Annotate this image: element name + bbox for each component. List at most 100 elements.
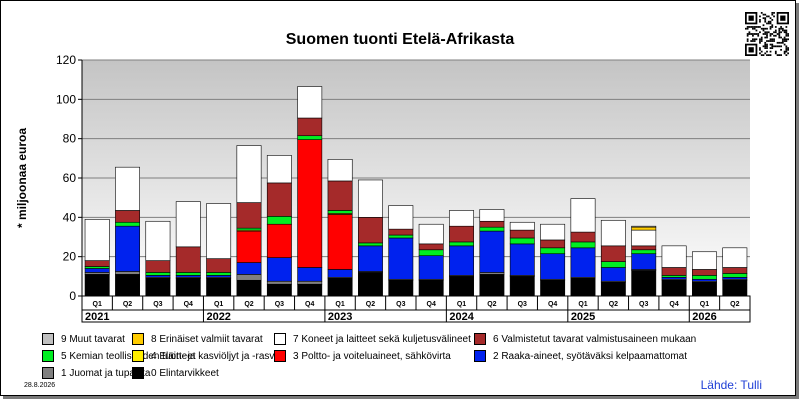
legend-swatch <box>132 350 144 362</box>
legend-item: 1 Juomat ja tupakka <box>42 367 151 379</box>
bar-segment <box>266 182 292 217</box>
year-band <box>81 309 751 323</box>
bar-segment <box>631 249 657 255</box>
bar-segment <box>266 155 292 184</box>
year-label: 2026 <box>692 311 716 323</box>
bar-segment <box>449 210 474 227</box>
bar-segment <box>266 216 292 225</box>
x-tick-label: Q1 <box>457 301 466 308</box>
legend-swatch <box>274 333 286 345</box>
legend-item: 8 Erinäiset valmiit tavarat <box>132 333 263 345</box>
bar-segment <box>145 260 171 273</box>
bar-segment <box>692 281 717 297</box>
bar-segment <box>206 258 232 273</box>
legend-item: 4 Eläin- ja kasviöljyt ja -rasvat <box>132 350 283 362</box>
x-tick-label: Q1 <box>214 301 223 308</box>
x-tick-label: Q3 <box>518 301 527 308</box>
x-tick-label: Q3 <box>275 301 284 308</box>
legend-item: 7 Koneet ja laitteet sekä kuljetusväline… <box>274 333 471 345</box>
bar-segment <box>236 262 262 275</box>
bar-segment <box>479 274 505 297</box>
x-tick-label: Q2 <box>487 301 496 308</box>
bar-segment <box>631 225 657 228</box>
bar-segment <box>145 277 171 297</box>
bar-segment <box>266 223 292 258</box>
legend-item: 9 Muut tavarat <box>42 333 125 345</box>
bar-segment <box>600 281 626 297</box>
bar-segment <box>570 241 596 249</box>
bar-segment <box>631 270 657 297</box>
bar-segment <box>388 228 414 236</box>
bar-segment <box>358 245 383 272</box>
y-axis-label: * miljoonaa euroa <box>15 127 29 229</box>
bar-segment <box>388 237 414 280</box>
bar-segment <box>297 86 323 119</box>
bar-segment <box>661 245 687 268</box>
bar-segment <box>297 283 323 297</box>
year-label: 2025 <box>571 311 595 323</box>
chart-legend: 9 Muut tavarat 8 Erinäiset valmiit tavara… <box>42 333 762 383</box>
bar-segment <box>540 279 566 297</box>
bar-segment <box>479 220 505 228</box>
legend-label: 8 Erinäiset valmiit tavarat <box>151 333 263 345</box>
legend-swatch <box>42 367 54 379</box>
bar-segment <box>540 223 566 241</box>
x-tick-label: Q4 <box>669 301 678 308</box>
qr-code-icon <box>745 12 789 56</box>
legend-label: 3 Poltto- ja voiteluaineet, sähkövirta <box>293 350 451 362</box>
bar-segment <box>692 251 717 270</box>
bar-segment <box>418 255 444 280</box>
bar-segment <box>418 223 444 245</box>
year-label: 2023 <box>328 311 352 323</box>
bar-segment <box>358 272 383 297</box>
bar-segment <box>236 279 262 297</box>
bar-segment <box>236 230 262 263</box>
bar-segment <box>722 273 748 278</box>
y-tick-label: 60 <box>63 171 77 185</box>
y-tick-label: 40 <box>63 210 77 224</box>
x-tick-label: Q4 <box>305 301 314 308</box>
bar-segment <box>236 274 262 281</box>
x-tick-label: Q1 <box>93 301 102 308</box>
bar-segment <box>327 210 353 214</box>
legend-swatch <box>42 350 54 362</box>
bar-segment <box>600 267 626 282</box>
bar-segment <box>449 241 474 247</box>
bar-segment <box>661 267 687 276</box>
x-tick-label: Q2 <box>609 301 618 308</box>
bar-segment <box>175 246 201 273</box>
bar-segment <box>509 221 535 231</box>
x-tick-label: Q2 <box>123 301 132 308</box>
x-tick-label: Q3 <box>639 301 648 308</box>
bar-segment <box>145 220 171 261</box>
bar-segment <box>115 225 140 272</box>
bar-segment <box>175 272 201 276</box>
bar-segment <box>540 239 566 249</box>
bar-segment <box>115 271 140 275</box>
legend-label: 1 Juomat ja tupakka <box>61 367 151 379</box>
year-label: 2024 <box>449 311 474 323</box>
bar-segment <box>509 243 535 276</box>
bar-segment <box>631 245 657 251</box>
bar-segment <box>84 260 110 267</box>
bar-segment <box>479 226 505 232</box>
bar-segment <box>509 276 535 297</box>
bar-segment <box>206 272 232 276</box>
bar-segment <box>388 234 414 239</box>
bar-segment <box>570 198 596 233</box>
chart-title: Suomen tuonti Etelä-Afrikasta <box>285 31 515 48</box>
legend-label: 6 Valmistetut tavarat valmistusaineen mu… <box>493 333 697 345</box>
bar-segment <box>479 209 505 222</box>
legend-swatch <box>474 333 486 345</box>
x-tick-label: Q2 <box>244 301 253 308</box>
bar-segment <box>692 269 717 276</box>
y-tick-label: 120 <box>56 53 76 67</box>
x-tick-label: Q2 <box>730 301 739 308</box>
bar-segment <box>449 225 474 243</box>
source-label: Lähde: Tulli <box>700 378 762 392</box>
legend-item: 5 Kemian teollisuuden tuotteet <box>42 350 196 362</box>
legend-label: 7 Koneet ja laitteet sekä kuljetusväline… <box>293 333 471 345</box>
legend-swatch <box>274 350 286 362</box>
legend-label: 0 Elintarvikkeet <box>151 367 219 379</box>
bar-segment <box>388 205 414 230</box>
